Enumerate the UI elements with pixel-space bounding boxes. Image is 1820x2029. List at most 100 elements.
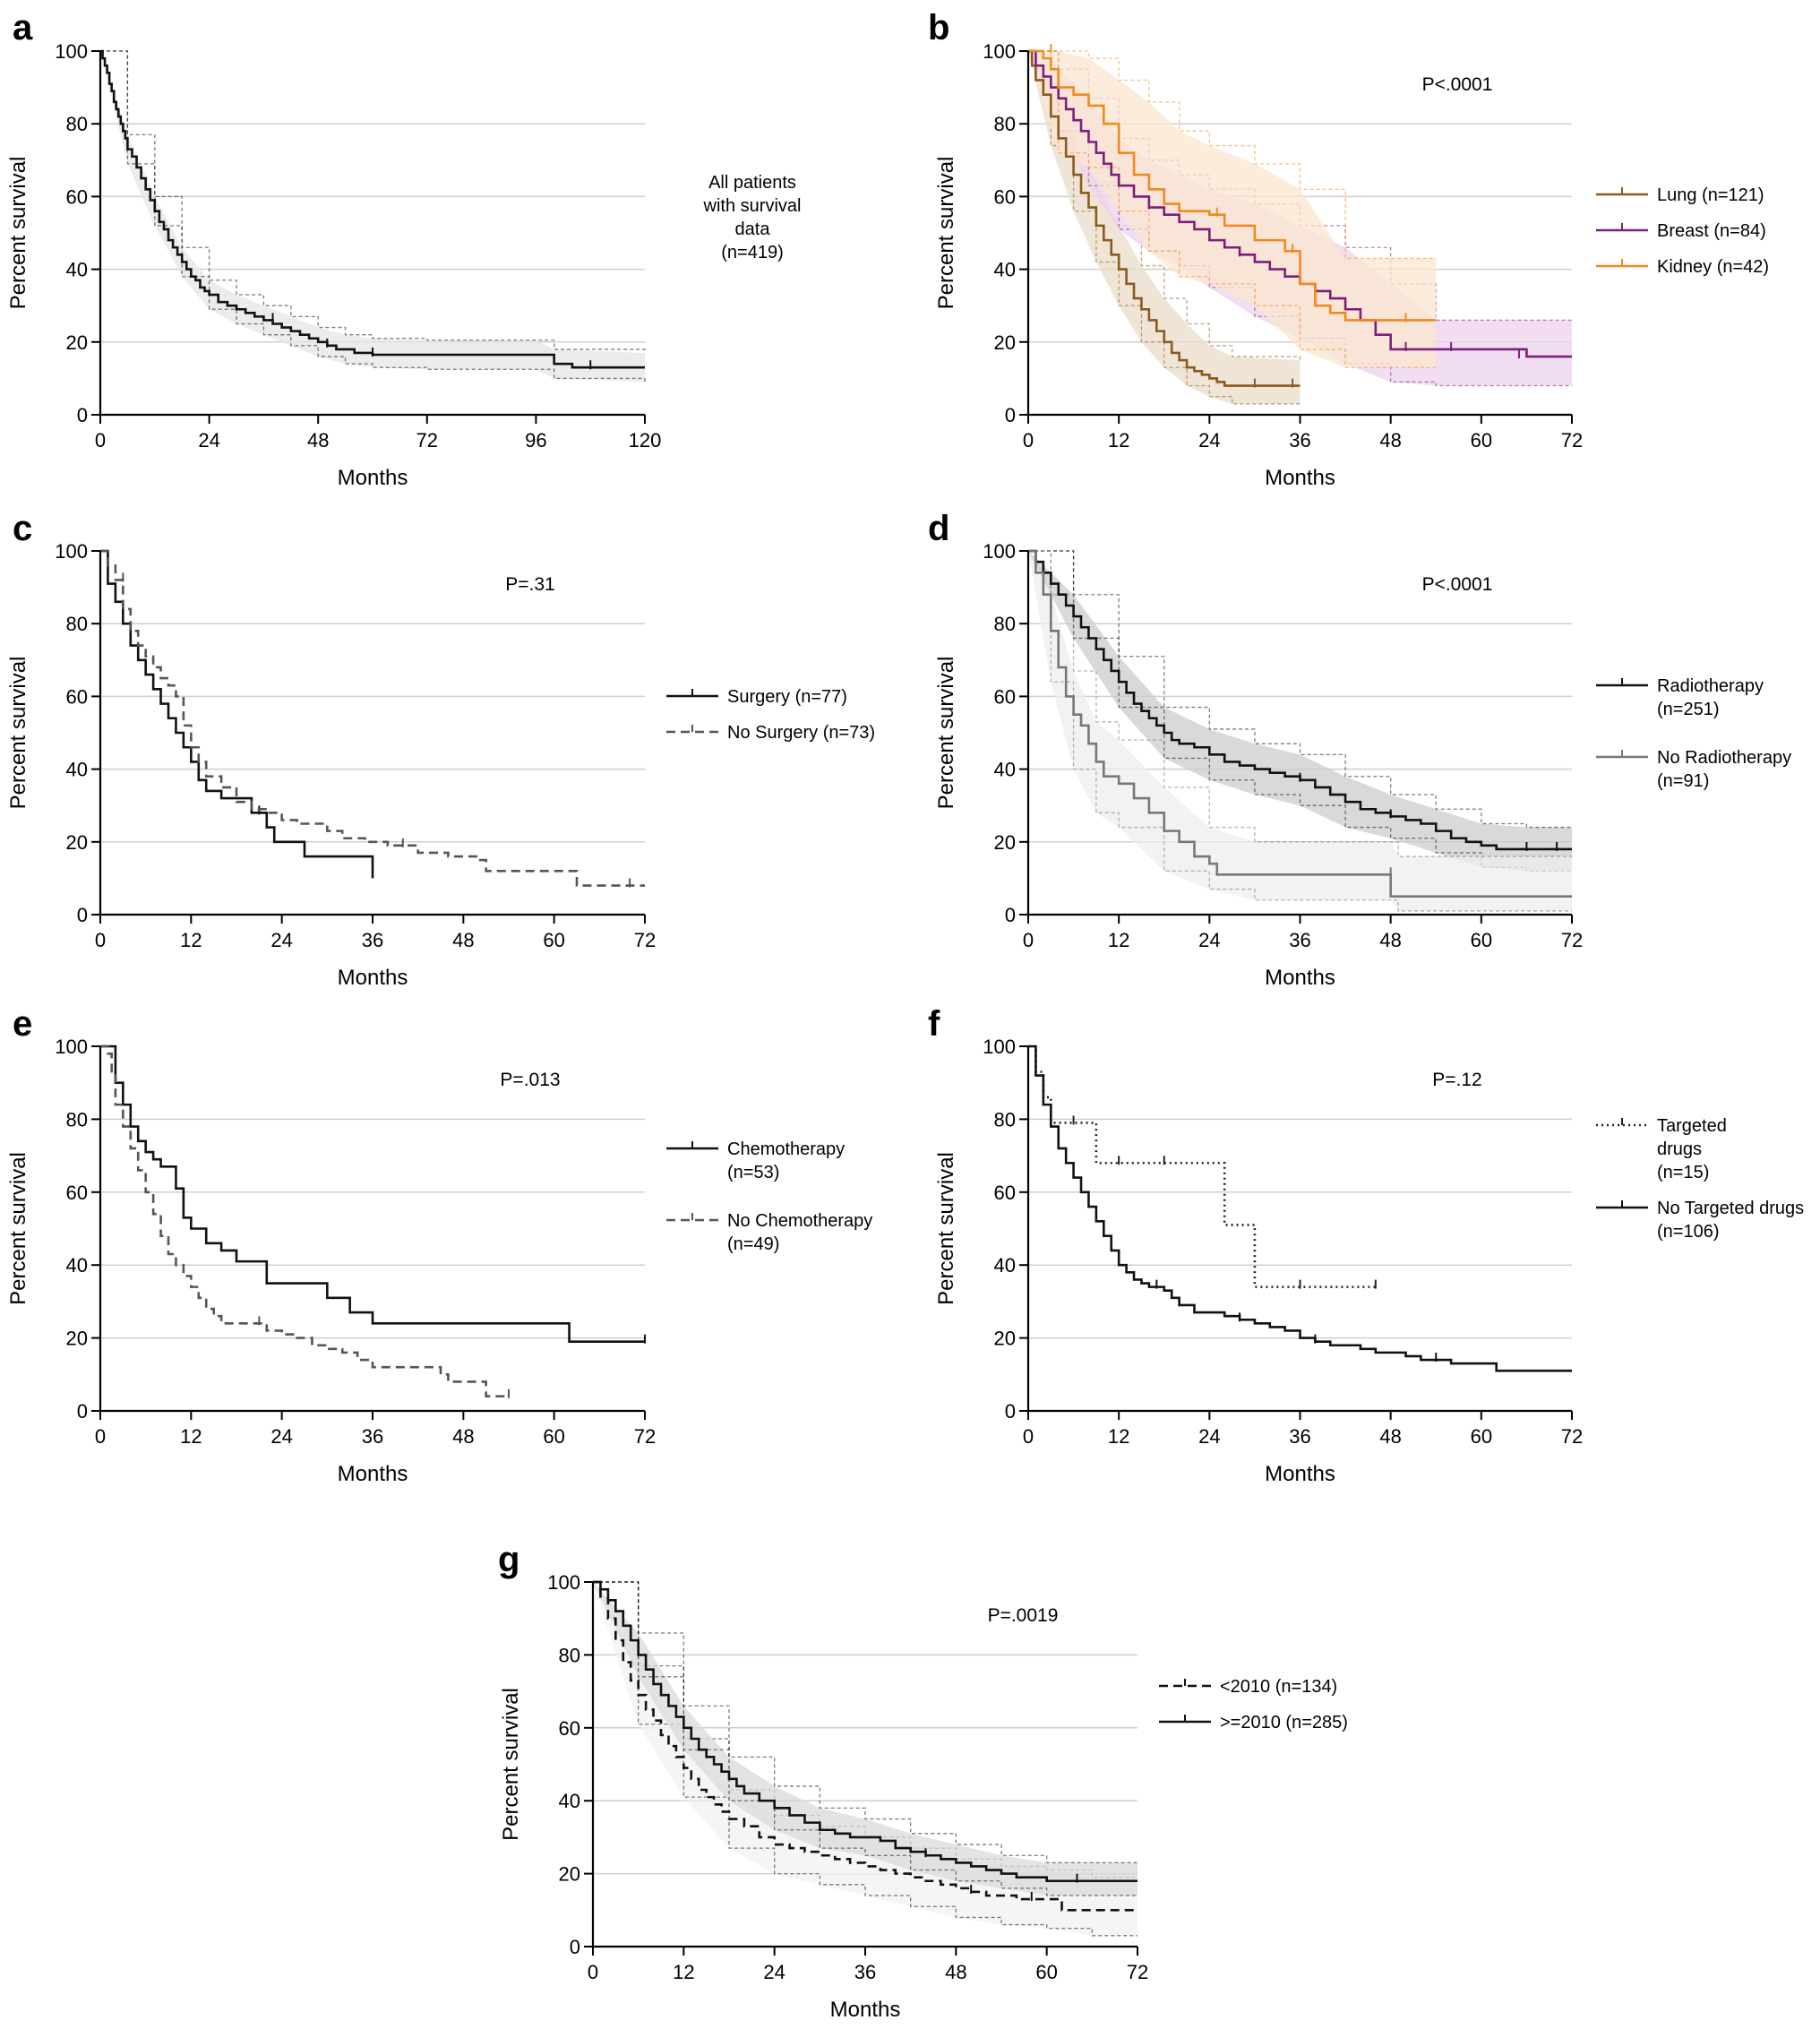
x-tick-label: 12 [180,1425,202,1448]
legend-item: No Targeted drugs (n=106) [1596,1199,1804,1242]
confidence-bound-upper [100,50,646,353]
legend-item: Radiotherapy (n=251) [1596,676,1764,719]
survival-curve [1028,549,1572,898]
y-tick-label: 80 [559,1644,580,1666]
legend-label: No Targeted drugs [1657,1199,1804,1218]
p-value: P=.0019 [988,1605,1059,1626]
y-tick-label: 40 [994,1254,1016,1277]
y-tick-label: 60 [66,185,88,208]
y-tick-label: 0 [77,1400,88,1423]
p-value: P<.0001 [1422,574,1493,595]
legend-label: (n=15) [1657,1163,1709,1182]
survival-curve [1028,1045,1572,1372]
y-tick-label: 100 [547,1571,580,1594]
x-axis-title: Months [1265,966,1335,990]
y-tick-label: 0 [1005,1400,1016,1423]
survival-curve [100,1045,645,1343]
y-tick-label: 0 [570,1936,580,1958]
panel-letter: a [13,8,33,47]
y-axis-title: Percent survival [934,1152,958,1305]
x-tick-label: 36 [1289,1425,1310,1448]
x-tick-label: 72 [416,429,438,451]
x-tick-label: 12 [1108,929,1129,951]
x-tick-label: 0 [1023,1425,1034,1448]
panel-letter: e [13,1004,32,1044]
y-tick-label: 80 [994,1108,1016,1131]
confidence-bound-lower [1028,550,1572,872]
y-tick-label: 100 [983,540,1016,563]
legend-item: Lung (n=121) [1596,185,1764,205]
legend-title-line: data [735,219,771,239]
survival-curve [100,549,374,879]
legend-label: No Radiotherapy [1657,748,1791,768]
y-tick-label: 20 [994,1328,1016,1350]
y-axis-title: Percent survival [934,157,958,310]
legend-label: Kidney (n=42) [1657,257,1769,277]
confidence-bound-upper [1028,550,1572,857]
x-tick-label: 12 [1108,1425,1129,1448]
y-tick-label: 100 [983,1036,1016,1058]
y-tick-label: 20 [994,831,1016,854]
confidence-bound-upper [1028,50,1437,260]
y-tick-label: 60 [994,185,1016,208]
legend-label: (n=251) [1657,700,1720,719]
y-tick-label: 40 [994,259,1016,281]
y-axis-title: Percent survival [499,1688,523,1841]
y-tick-label: 80 [66,613,88,635]
x-tick-label: 72 [634,1425,656,1448]
survival-curve [1028,49,1572,358]
y-axis-title: Percent survival [6,1152,30,1305]
panel-e: e 0 20 40 60 80 100 0 12 24 36 48 60 72 Months Percent … [6,1004,872,1486]
y-tick-label: 80 [66,113,88,135]
x-tick-label: 60 [1471,929,1492,951]
legend-title-line: All patients [708,173,796,193]
y-tick-label: 20 [994,331,1016,354]
survival-curve [1028,549,1572,851]
y-tick-label: 100 [983,40,1016,63]
x-tick-label: 24 [763,1961,785,1983]
p-value: P=.31 [505,574,554,595]
confidence-band [1028,551,1572,872]
x-tick-label: 0 [588,1961,598,1983]
legend-label: <2010 (n=134) [1220,1677,1337,1697]
x-tick-label: 12 [673,1961,694,1983]
x-tick-label: 60 [1035,1961,1057,1983]
y-tick-label: 40 [66,759,88,781]
x-tick-label: 0 [1023,429,1034,451]
y-tick-label: 20 [66,1328,88,1350]
legend-item: No Radiotherapy (n=91) [1596,748,1791,791]
x-tick-label: 72 [1561,1425,1583,1448]
y-tick-label: 100 [55,1036,88,1058]
x-tick-label: 0 [1023,929,1034,951]
survival-curve [100,1045,509,1398]
legend-label: Chemotherapy [727,1139,845,1159]
legend-title-line: with survival [703,196,802,216]
y-tick-label: 100 [55,40,88,63]
survival-curve [100,549,645,887]
legend-label: (n=49) [727,1234,779,1254]
legend-label: >=2010 (n=285) [1220,1713,1348,1732]
legend-item: Targeted drugs (n=15) [1596,1116,1727,1182]
legend-label: drugs [1657,1139,1702,1159]
p-value: P<.0001 [1422,74,1493,95]
y-axis-title: Percent survival [934,657,958,810]
legend-label: Surgery (n=77) [727,687,847,707]
x-axis-title: Months [830,1998,901,2022]
legend-label: No Surgery (n=73) [727,723,875,743]
legend-label: Radiotherapy [1657,676,1764,696]
x-tick-label: 48 [945,1961,966,1983]
x-tick-label: 60 [543,929,564,951]
x-tick-label: 24 [198,429,219,451]
survival-curve [1028,49,1301,387]
confidence-bound-lower [593,1581,1138,1937]
confidence-bound-lower [1028,50,1437,368]
panel-letter: b [928,8,949,47]
legend-label: Targeted [1657,1116,1727,1136]
x-axis-title: Months [338,466,408,490]
panel-f: f 0 20 40 60 80 100 0 12 24 36 48 60 72 Months Percent … [928,1004,1804,1486]
x-tick-label: 96 [525,429,546,451]
x-tick-label: 48 [452,1425,474,1448]
x-tick-label: 72 [1561,429,1583,451]
x-axis-title: Months [1265,1462,1335,1486]
